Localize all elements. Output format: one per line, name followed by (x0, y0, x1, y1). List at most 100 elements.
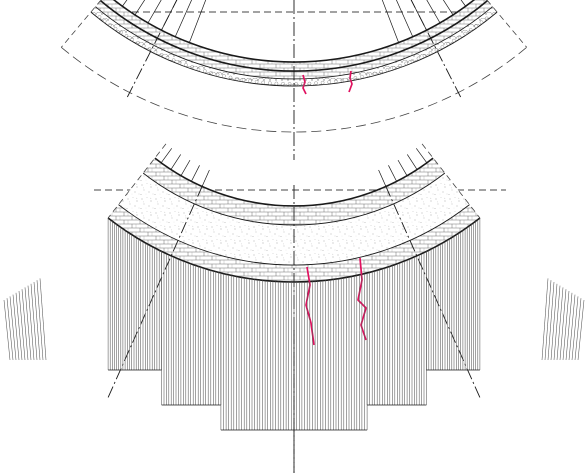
edge-stone-mark (434, 48, 439, 52)
edge-stone-mark (463, 31, 468, 36)
edge-stone-mark (254, 80, 259, 84)
inner-masonry-band (100, 0, 488, 72)
pile-stave-line (12, 294, 20, 361)
edge-stone-mark (119, 30, 123, 35)
edge-stone-mark (320, 80, 325, 85)
pile-stave-line (24, 287, 32, 361)
edge-stone-mark (398, 63, 402, 68)
bottom-view (94, 143, 506, 473)
radial-joint-line (442, 0, 454, 16)
edge-stone-mark (153, 50, 158, 54)
radial-joint-line (191, 165, 200, 182)
pile-stave-line (541, 278, 549, 361)
pile-stave-line (36, 280, 44, 361)
edge-stone-mark (366, 73, 371, 77)
edge-stone-mark (410, 59, 415, 63)
radial-joint-line (396, 0, 414, 37)
edge-stone-mark (222, 74, 226, 78)
edge-stone-mark (235, 77, 239, 81)
edge-stone-mark (136, 41, 140, 45)
edge-stone-mark (196, 67, 201, 71)
radial-joint-line (460, 0, 466, 7)
edge-stone-mark (159, 53, 164, 57)
radial-joint-line (378, 169, 387, 187)
band-boundary-arc (90, 11, 498, 87)
edge-stone-mark (347, 77, 351, 81)
edge-stone-mark (241, 78, 246, 82)
pile-stave-line (15, 292, 23, 361)
edge-stone-mark (428, 51, 433, 55)
edge-stone-mark (215, 72, 220, 77)
pile-stave-line (577, 299, 585, 361)
edge-stone-mark (108, 23, 112, 27)
side-dashed-edge (107, 143, 167, 219)
edge-stone-mark (294, 82, 299, 86)
edge-stone-mark (416, 56, 421, 61)
pile-hatching (3, 218, 585, 473)
radial-joint-line (147, 0, 162, 24)
pile-stave-line (3, 299, 11, 361)
radial-joint-line (415, 148, 428, 164)
edge-stone-mark (267, 81, 272, 85)
pile-stave-line (556, 287, 564, 361)
edge-stone-mark (314, 81, 318, 85)
pile-stave-line (559, 289, 567, 361)
band-boundary-arc (154, 157, 434, 207)
edge-stone-mark (479, 20, 484, 25)
edge-stone-mark (360, 74, 364, 79)
inner-masonry-band (143, 158, 445, 226)
edge-stone-mark (274, 81, 279, 86)
radial-joint-line (388, 165, 397, 182)
edge-stone-mark (457, 35, 462, 39)
edge-stone-mark (468, 28, 473, 32)
pile-stave-line (30, 283, 38, 361)
edge-stone-mark (202, 69, 207, 73)
pile-stave-line (547, 281, 555, 361)
edge-stone-mark (287, 82, 292, 86)
pile-stave-line (39, 278, 47, 361)
middle-masonry-band (95, 0, 493, 79)
top-view (61, 0, 527, 160)
pile-stave-line (562, 290, 570, 361)
pile-stave-line (568, 294, 576, 361)
rubble-core-band (118, 173, 470, 266)
radial-joint-line (174, 0, 192, 37)
edge-stone-mark (184, 63, 188, 67)
pile-stave-line (571, 296, 579, 361)
edge-stone-mark (165, 55, 170, 60)
edge-stone-mark (353, 76, 358, 80)
edge-stone-mark (484, 16, 489, 21)
pile-stave-line (6, 298, 14, 361)
edge-stone-mark (228, 75, 233, 80)
radial-joint-line (406, 154, 418, 170)
pile-stave-line (550, 283, 558, 361)
radial-joint-line (426, 0, 441, 24)
radial-joint-line (160, 148, 173, 164)
side-axis-line (410, 0, 463, 100)
pile-stave-line (21, 289, 29, 361)
radial-joint-line (161, 0, 178, 31)
edge-stone-mark (340, 78, 345, 83)
edge-stone-mark (248, 79, 252, 83)
pile-stave-line (544, 280, 552, 361)
side-axis-line (125, 0, 178, 100)
edge-stone-mark (422, 54, 427, 58)
radial-joint-line (189, 0, 207, 43)
side-dashed-edge (421, 143, 481, 219)
radial-joint-line (201, 169, 210, 187)
edge-stone-mark (440, 45, 445, 49)
edge-stone-mark (124, 34, 129, 38)
edge-stone-mark (446, 42, 451, 46)
edge-stone-mark (130, 37, 134, 42)
radial-joint-line (397, 159, 408, 176)
edge-stone-mark (261, 80, 266, 85)
edge-stone-mark (97, 15, 102, 19)
edge-stone-mark (300, 82, 305, 86)
radial-joint-line (134, 0, 146, 16)
edge-stone-mark (177, 60, 182, 65)
pile-stave-line (18, 290, 26, 361)
edge-stone-mark (141, 44, 146, 48)
radial-joint-line (170, 154, 182, 170)
top-view-edge-accents (97, 15, 489, 86)
